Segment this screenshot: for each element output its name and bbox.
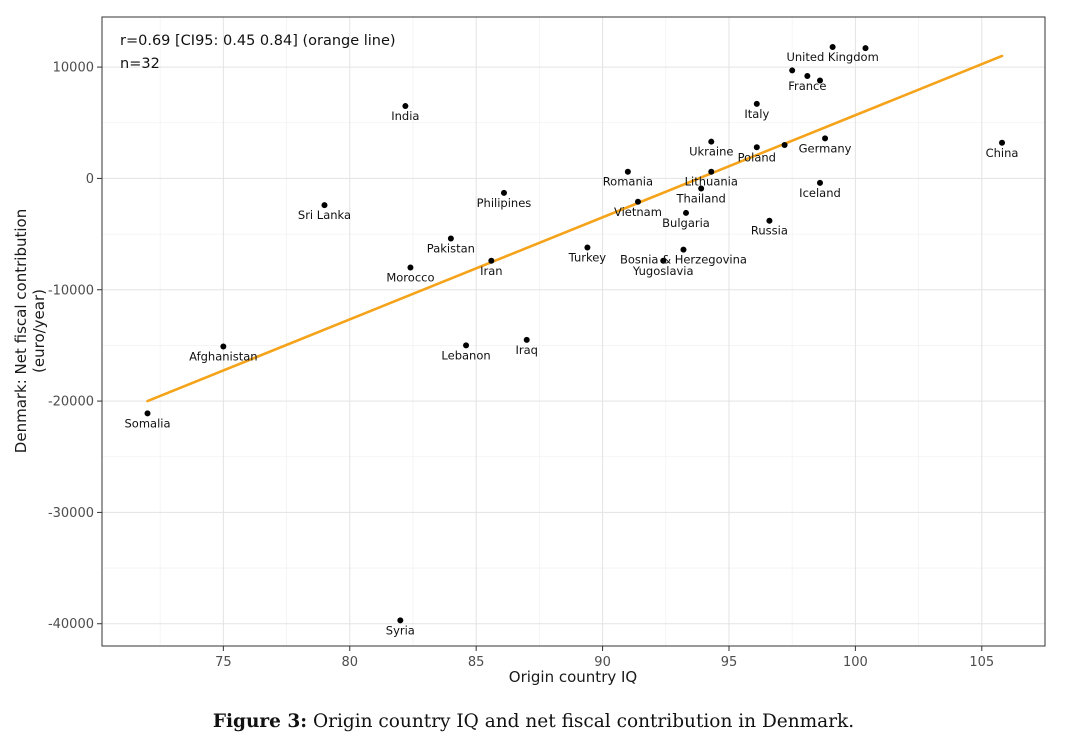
point-label: United Kingdom	[786, 50, 878, 64]
y-tick-label: -10000	[48, 283, 94, 298]
point-label: Morocco	[386, 270, 434, 284]
sample-size-annotation: n=32	[120, 56, 160, 72]
panel-background	[102, 17, 1045, 646]
correlation-annotation: r=0.69 [CI95: 0.45 0.84] (orange line)	[120, 33, 396, 49]
x-tick-label: 75	[215, 655, 232, 670]
point-labels: Somalia Afghanistan Sri Lanka Syria India Mor…	[124, 50, 1018, 637]
y-tick-label: -20000	[48, 395, 94, 410]
data-point	[220, 343, 227, 350]
point-label: China	[986, 146, 1019, 160]
y-tick-label: -40000	[48, 617, 94, 632]
caption-text: Origin country IQ and net fiscal contrib…	[307, 711, 855, 732]
y-axis-title: Denmark: Net fiscal contribution	[12, 209, 30, 453]
scatter-chart: 75 80 85 90 95 100 105 10000 0 -10000 -20000 -3000…	[12, 16, 1046, 686]
point-label: Iceland	[799, 186, 841, 200]
data-point	[804, 73, 811, 80]
y-axis-title-units: (euro/year)	[30, 289, 48, 373]
data-points	[144, 44, 1006, 624]
point-label: Syria	[386, 623, 415, 637]
point-label: Germany	[799, 141, 852, 155]
y-tick-label: 10000	[53, 61, 94, 76]
data-point	[766, 217, 773, 224]
point-label: Romania	[603, 175, 653, 189]
data-point	[816, 179, 823, 186]
figure-caption: Figure 3: Origin country IQ and net fisc…	[0, 711, 1067, 732]
x-tick-label: 105	[969, 655, 994, 670]
point-label: Bosnia & Herzegovina	[620, 253, 747, 267]
data-point	[708, 168, 715, 175]
data-point	[397, 617, 404, 624]
data-point	[402, 103, 409, 110]
data-point	[862, 45, 869, 52]
data-point	[500, 189, 507, 196]
point-label: Somalia	[124, 416, 170, 430]
point-label: Philipines	[477, 196, 532, 210]
data-point	[822, 135, 829, 142]
data-point	[753, 100, 760, 107]
x-axis: 75 80 85 90 95 100 105	[215, 646, 994, 670]
y-axis: 10000 0 -10000 -20000 -30000 -40000	[48, 61, 102, 632]
point-label: Russia	[751, 224, 788, 238]
data-point	[321, 202, 328, 209]
point-label: Sri Lanka	[298, 208, 351, 222]
point-label: Lithuania	[685, 175, 738, 189]
data-point	[683, 209, 690, 216]
data-point	[781, 142, 788, 149]
data-point	[634, 198, 641, 205]
x-tick-label: 80	[341, 655, 358, 670]
point-label: Lebanon	[441, 348, 490, 362]
data-point	[660, 257, 667, 264]
point-label: Thailand	[675, 191, 725, 205]
data-point	[708, 138, 715, 145]
point-label: Vietnam	[614, 205, 662, 219]
data-point	[584, 244, 591, 251]
x-axis-title: Origin country IQ	[509, 668, 637, 686]
point-label: France	[788, 79, 826, 93]
data-point	[999, 139, 1006, 146]
point-label: India	[391, 109, 419, 123]
y-tick-label: 0	[86, 172, 94, 187]
point-label: Italy	[744, 107, 769, 121]
data-point	[144, 410, 151, 417]
point-label: Ukraine	[689, 145, 733, 159]
y-tick-label: -30000	[48, 506, 94, 521]
data-point	[816, 77, 823, 84]
data-point	[680, 246, 687, 253]
point-label: Poland	[738, 150, 776, 164]
data-point	[463, 342, 470, 349]
point-label: Iraq	[515, 343, 537, 357]
minor-gridlines	[102, 17, 1045, 646]
point-label: Iran	[480, 264, 502, 278]
point-label: Afghanistan	[189, 350, 257, 364]
data-point	[447, 235, 454, 242]
point-label: Yugoslavia	[632, 264, 694, 278]
point-label: Turkey	[568, 250, 607, 264]
data-point	[789, 67, 796, 74]
data-point	[407, 264, 414, 271]
data-point	[753, 144, 760, 151]
point-label: Pakistan	[427, 242, 475, 256]
point-label: Bulgaria	[662, 216, 710, 230]
data-point	[488, 257, 495, 264]
x-tick-label: 95	[721, 655, 738, 670]
x-tick-label: 85	[468, 655, 485, 670]
data-point	[523, 336, 530, 343]
x-tick-label: 90	[594, 655, 611, 670]
data-point	[829, 44, 836, 51]
panel-border	[101, 16, 1046, 647]
data-point	[698, 185, 705, 192]
major-gridlines	[102, 17, 1045, 646]
data-point	[624, 168, 631, 175]
x-tick-label: 100	[843, 655, 868, 670]
regression-line	[146, 54, 1004, 403]
caption-label: Figure 3:	[212, 711, 308, 732]
